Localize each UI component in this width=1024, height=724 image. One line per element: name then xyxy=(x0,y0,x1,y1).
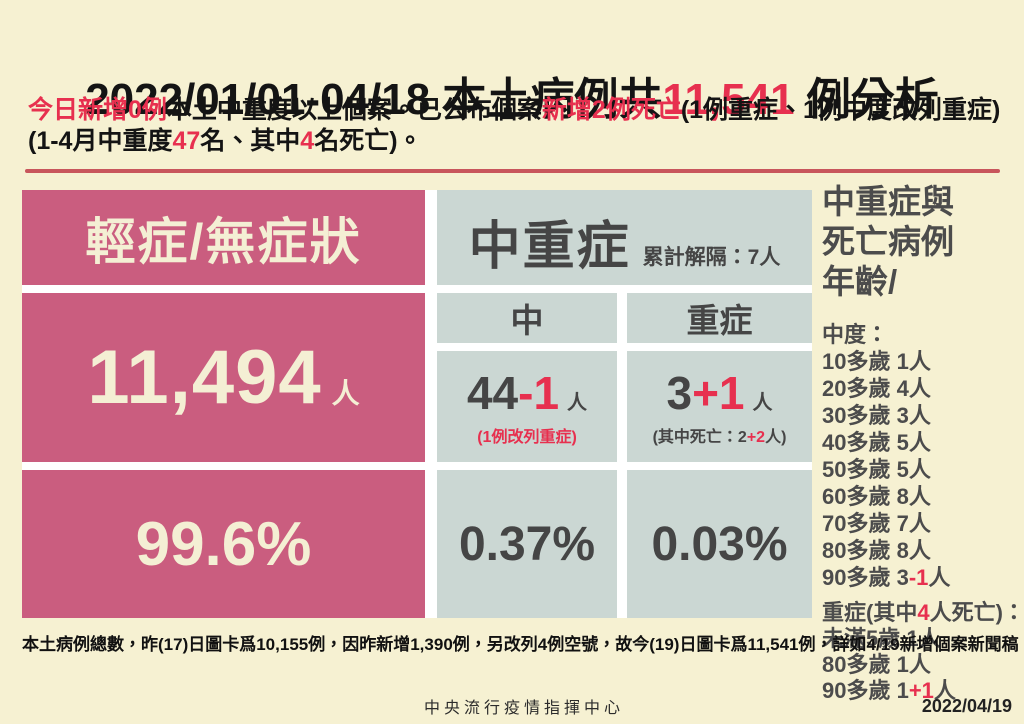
subtitle2-p1: (1-4月中重度 xyxy=(28,127,173,155)
sidebar-heading-line3: 年齡/ xyxy=(822,263,898,300)
organization-name: 中央流行疫情指揮中心 xyxy=(424,700,625,717)
subtitle2-p3: 名死亡)。 xyxy=(314,127,423,155)
list-item: 10多歲 1人 xyxy=(822,349,931,374)
severe-count-box: 3 +1 人 (其中死亡：2+2人) xyxy=(627,351,812,462)
moderate-count-box: 44 -1 人 (1例改列重症) xyxy=(437,351,617,462)
moderate-column-header: 中 xyxy=(437,293,617,343)
moderate-count-value: 44 xyxy=(466,367,519,419)
mild-title-label: 輕症/無症狀 xyxy=(85,213,362,270)
list-item: 90多歲 1+1人 xyxy=(822,678,1018,704)
severe-age-death-count: 4 xyxy=(917,600,930,625)
age-breakdown-sidebar: 中重症與 死亡病例 年齡/ 中度： 10多歲 1人 20多歲 4人 30多歲 3… xyxy=(822,182,1024,704)
mild-count-box: 11,494 人 xyxy=(22,293,425,462)
severe-last-pre: 90多歲 1 xyxy=(822,678,909,703)
severe-age-list: 重症(其中4人死亡)： 未滿5歲 1人 80多歲 1人 90多歲 1+1人 xyxy=(822,600,1024,704)
page-title: 2022/01/01-04/18 本土病例共11,541 例分析 xyxy=(0,63,1024,127)
list-item: 90多歲 3-1人 xyxy=(822,564,1018,591)
title-suffix: 例分析 xyxy=(794,75,939,125)
mild-count-unit: 人 xyxy=(331,378,360,409)
moderate-percent-value: 0.37% xyxy=(458,517,596,571)
list-item: 未滿5歲 1人 xyxy=(822,626,941,651)
list-item: 50多歲 5人 xyxy=(822,457,931,482)
list-item: 60多歲 8人 xyxy=(822,484,931,509)
moderate-percent-box: 0.37% xyxy=(437,470,617,618)
severe-label: 重症 xyxy=(686,302,753,339)
severe-note-post: 人) xyxy=(765,429,787,446)
moderate-age-list: 中度： 10多歲 1人 20多歲 4人 30多歲 3人 40多歲 5人 50多歲… xyxy=(822,321,1018,591)
list-item: 80多歲 8人 xyxy=(822,538,931,563)
subtitle-line-1: 今日新增0例本土中重度以上個案。已公布個案新增2例死亡(1例重症、1例中度改列重… xyxy=(28,95,1008,126)
list-item: 20多歲 4人 xyxy=(822,376,931,401)
stats-card: 輕症/無症狀 11,494 人 99.6% 中重症 累計解隔：7人 中 重症 44… xyxy=(22,190,812,618)
subtitle2-p2: 名、其中 xyxy=(200,127,301,155)
list-item: 70多歲 7人 xyxy=(822,511,931,536)
severe-note-delta: +2 xyxy=(746,429,766,446)
mild-count-value: 11,494 xyxy=(87,335,322,420)
severe-age-label: 重症(其中4人死亡)： xyxy=(822,600,1024,626)
severe-count-row: 3 +1 人 xyxy=(666,366,772,420)
moderate-last-delta: -1 xyxy=(908,565,929,590)
mild-percent-value: 99.6% xyxy=(135,509,312,579)
moderate-last-post: 人 xyxy=(928,565,951,590)
subtitle-tail-text: (1例重症、1例中度改列重症) xyxy=(680,96,1001,124)
subtitle-new-deaths: 新增2例死亡 xyxy=(541,96,681,124)
severe-percent-box: 0.03% xyxy=(627,470,812,618)
moderate-count-unit: 人 xyxy=(567,392,588,414)
moderate-last-pre: 90多歲 3 xyxy=(822,565,909,590)
moderate-label: 中 xyxy=(510,302,544,339)
list-item: 80多歲 1人 xyxy=(822,652,931,677)
subtitle-line-2: (1-4月中重度47名、其中4名死亡)。 xyxy=(28,126,1008,157)
released-isolation-note: 累計解隔：7人 xyxy=(642,246,781,269)
subtitle2-moderate-count: 47 xyxy=(172,127,201,155)
subtitle-mid-text: 本土中重度以上個案。已公布個案 xyxy=(166,96,542,124)
severe-age-label-pre: 重症(其中 xyxy=(822,600,918,625)
severe-note-pre: (其中死亡：2 xyxy=(652,429,747,446)
moderate-count-row: 44 -1 人 xyxy=(467,366,587,420)
sidebar-heading: 中重症與 死亡病例 年齡/ xyxy=(822,182,1018,302)
footnote: 本土病例總數，昨(17)日圖卡爲10,155例，因昨新增1,390例，另改列4例… xyxy=(22,635,1019,654)
severe-count-unit: 人 xyxy=(752,392,773,414)
moderate-age-label: 中度： xyxy=(822,322,889,347)
severe-last-delta: +1 xyxy=(908,678,934,703)
subtitle2-death-count: 4 xyxy=(300,127,315,155)
mild-percent-box: 99.6% xyxy=(22,470,425,618)
moderate-count-note: (1例改列重症) xyxy=(477,429,577,446)
severe-count-delta: +1 xyxy=(692,367,745,419)
mild-count-row: 11,494 人 xyxy=(87,334,359,421)
severe-count-value: 3 xyxy=(666,367,693,419)
moderate-severe-header-box: 中重症 累計解隔：7人 xyxy=(437,190,812,285)
title-total-count: 11,541 xyxy=(662,75,795,125)
moderate-count-delta: -1 xyxy=(518,367,560,419)
severe-last-post: 人 xyxy=(933,678,956,703)
severe-age-label-post: 人死亡)： xyxy=(929,600,1024,625)
divider-line xyxy=(25,169,1000,173)
mild-header-box: 輕症/無症狀 xyxy=(22,190,425,285)
sidebar-heading-line2: 死亡病例 xyxy=(822,223,954,260)
publish-date: 2022/04/19 xyxy=(921,696,1012,716)
title-prefix: 2022/01/01-04/18 本土病例共 xyxy=(85,75,663,125)
severe-column-header: 重症 xyxy=(627,293,812,343)
severe-percent-value: 0.03% xyxy=(651,517,788,571)
subtitle: 今日新增0例本土中重度以上個案。已公布個案新增2例死亡(1例重症、1例中度改列重… xyxy=(28,95,1008,157)
severe-count-note: (其中死亡：2+2人) xyxy=(653,423,787,447)
moderate-severe-title: 中重症 xyxy=(468,218,631,276)
list-item: 40多歲 5人 xyxy=(822,430,931,455)
subtitle-new-cases: 今日新增0例 xyxy=(28,96,167,124)
sidebar-heading-line1: 中重症與 xyxy=(822,183,954,220)
list-item: 30多歲 3人 xyxy=(822,403,931,428)
